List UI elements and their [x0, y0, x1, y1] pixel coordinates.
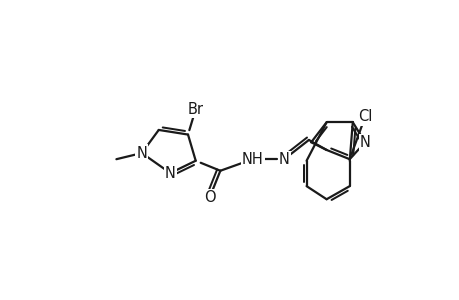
Text: N: N: [278, 152, 289, 167]
Text: Cl: Cl: [357, 109, 371, 124]
Text: N: N: [136, 146, 147, 160]
Text: NH: NH: [241, 152, 263, 167]
Text: N: N: [359, 135, 370, 150]
Text: O: O: [203, 190, 215, 205]
Text: N: N: [136, 146, 147, 160]
Text: N: N: [164, 166, 175, 181]
Text: N: N: [164, 166, 175, 181]
Text: N: N: [359, 135, 370, 150]
Text: Br: Br: [187, 102, 203, 117]
